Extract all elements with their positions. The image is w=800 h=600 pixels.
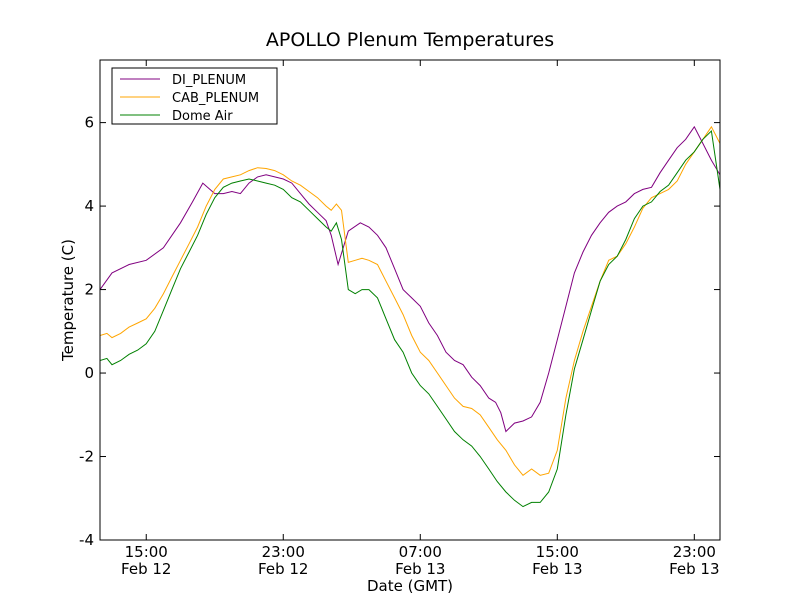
- legend-label: CAB_PLENUM: [172, 91, 259, 106]
- plot-area: [100, 60, 720, 540]
- legend-label: Dome Air: [172, 109, 233, 124]
- series-line-cab-plenum: [100, 125, 720, 476]
- y-tick-label: 6: [84, 114, 94, 132]
- y-tick-label: -2: [79, 448, 94, 466]
- x-tick-label-time: 07:00: [399, 543, 442, 561]
- y-axis-label: Temperature (C): [59, 239, 77, 362]
- y-tick-label: 4: [84, 197, 94, 215]
- x-tick-label-date: Feb 13: [669, 560, 719, 578]
- x-axis-label: Date (GMT): [367, 577, 453, 595]
- x-tick-label-date: Feb 13: [395, 560, 445, 578]
- series-line-di-plenum: [100, 125, 720, 433]
- y-tick-label: 0: [84, 364, 94, 382]
- y-tick-label: -4: [79, 531, 94, 549]
- chart-title: APOLLO Plenum Temperatures: [266, 29, 554, 51]
- x-tick-label-time: 15:00: [125, 543, 168, 561]
- x-tick-label-date: Feb 13: [532, 560, 582, 578]
- legend: DI_PLENUM CAB_PLENUM Dome Air: [111, 67, 278, 125]
- x-tick-label-time: 23:00: [262, 543, 305, 561]
- series-layer: [100, 125, 720, 508]
- x-tick-label-time: 23:00: [673, 543, 716, 561]
- y-tick-label: 2: [84, 281, 94, 299]
- plot-background: [100, 60, 720, 540]
- legend-label: DI_PLENUM: [172, 73, 246, 88]
- x-tick-label-time: 15:00: [536, 543, 579, 561]
- x-tick-label-date: Feb 12: [258, 560, 308, 578]
- plot-frame: [99, 59, 721, 541]
- x-tick-label-date: Feb 12: [121, 560, 171, 578]
- series-line-dome-air: [100, 129, 720, 508]
